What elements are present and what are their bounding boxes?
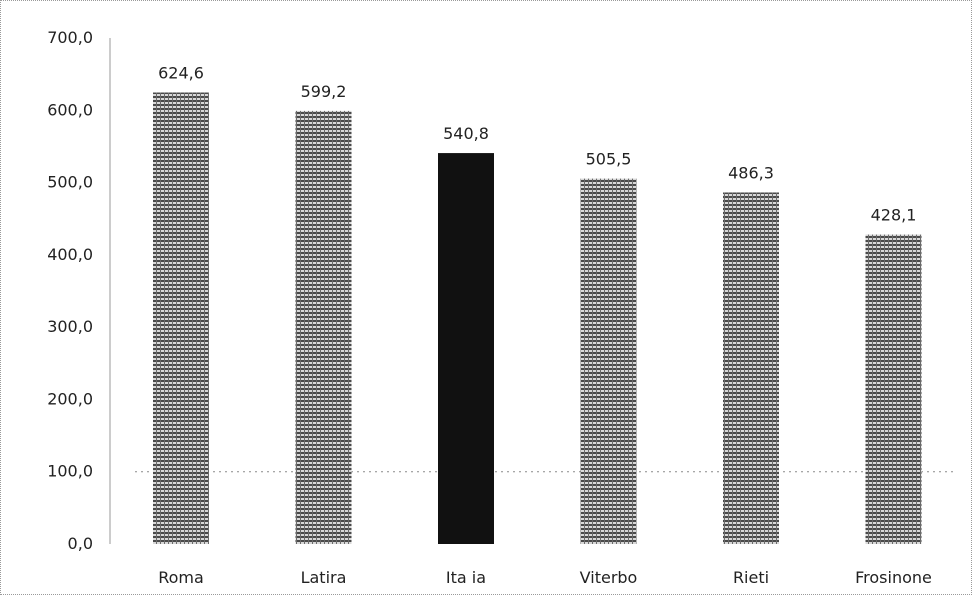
bar-rieti (723, 192, 779, 544)
bars (153, 92, 922, 545)
y-tick-label: 700,0 (47, 28, 93, 47)
y-tick-label: 400,0 (47, 245, 93, 264)
x-category-label: Rieti (733, 568, 769, 587)
bar-value-label: 599,2 (301, 82, 347, 101)
y-tick-label: 600,0 (47, 100, 93, 119)
y-axis: 0,0 100,0 200,0 300,0 400,0 500,0 600,0 700,0 (47, 28, 111, 553)
y-tick-label: 100,0 (47, 462, 93, 481)
x-category-label: Frosinone (855, 568, 932, 587)
bar-value-label: 505,5 (586, 150, 632, 169)
x-category-label: Ita ia (446, 568, 486, 587)
y-tick-label: 500,0 (47, 173, 93, 192)
bar-value-label: 540,8 (443, 124, 489, 143)
bar-ita-ia (438, 153, 494, 544)
bar-latira (295, 110, 352, 544)
bar-value-label: 428,1 (871, 206, 917, 225)
x-category-label: Latira (301, 568, 347, 587)
y-tick-label: 200,0 (47, 389, 93, 408)
bar-frosinone (865, 234, 922, 544)
bar-value-label: 486,3 (728, 163, 774, 182)
x-category-label: Roma (158, 568, 204, 587)
x-axis-labels: Roma Latira Ita ia Viterbo Rieti Frosinone (158, 568, 932, 587)
y-tick-label: 0,0 (68, 534, 93, 553)
bar-roma (153, 92, 209, 545)
x-category-label: Viterbo (580, 568, 638, 587)
bar-value-label: 624,6 (158, 64, 204, 83)
data-labels: 624,6 599,2 540,8 505,5 486,3 428,1 (158, 64, 916, 225)
y-tick-label: 300,0 (47, 317, 93, 336)
bar-viterbo (580, 178, 637, 545)
